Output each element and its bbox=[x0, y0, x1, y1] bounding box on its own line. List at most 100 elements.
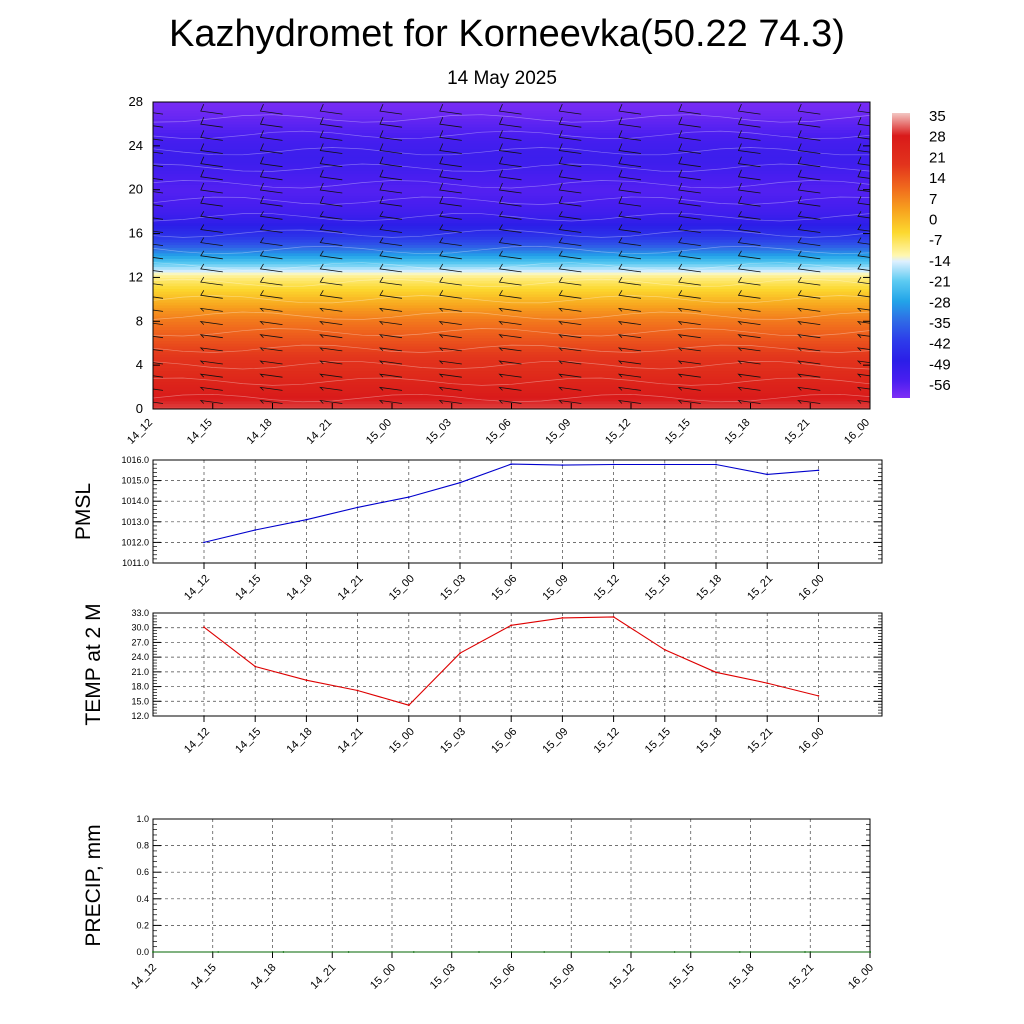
heatmap-ytick-label: 28 bbox=[129, 94, 143, 109]
wind-barb bbox=[153, 178, 164, 181]
wind-barb bbox=[678, 224, 701, 233]
wind-barb bbox=[618, 130, 642, 141]
wind-barb bbox=[259, 399, 283, 404]
wind-barb bbox=[200, 130, 223, 141]
wind-barb bbox=[319, 143, 343, 154]
wind-barb bbox=[737, 347, 761, 352]
heatmap-band bbox=[153, 252, 870, 257]
xtick-label: 15_18 bbox=[694, 573, 724, 603]
heatmap-band bbox=[153, 282, 870, 287]
heatmap-band bbox=[153, 197, 870, 202]
data-point bbox=[478, 951, 480, 953]
data-point bbox=[869, 951, 872, 953]
wind-barb bbox=[379, 250, 403, 260]
heatmap-band bbox=[153, 313, 870, 317]
wind-barb bbox=[379, 276, 403, 286]
data-point bbox=[254, 665, 257, 668]
data-point bbox=[561, 464, 564, 466]
ytick-label: 1013.0 bbox=[121, 517, 149, 527]
wind-barb bbox=[200, 196, 223, 207]
wind-barb bbox=[617, 334, 642, 339]
wind-barb bbox=[558, 250, 582, 260]
wind-barb bbox=[797, 334, 821, 339]
heatmap-ytick-label: 12 bbox=[129, 269, 143, 284]
heatmap-band bbox=[153, 370, 870, 374]
wind-barb bbox=[200, 156, 223, 168]
data-point bbox=[543, 951, 546, 953]
wind-barb bbox=[259, 334, 283, 339]
wind-barb bbox=[259, 360, 283, 365]
data-point bbox=[459, 652, 461, 655]
xtick-label: 15_00 bbox=[387, 573, 417, 603]
wind-barb bbox=[319, 399, 343, 404]
wind-barb bbox=[153, 375, 164, 378]
wind-barb bbox=[797, 130, 821, 141]
xtick-label: 15_03 bbox=[438, 573, 468, 603]
heatmap-band bbox=[153, 376, 870, 380]
data-point bbox=[510, 624, 513, 627]
wind-barb bbox=[153, 257, 164, 260]
xtick-label: 15_15 bbox=[667, 962, 697, 992]
xtick-label: 15_03 bbox=[428, 962, 458, 992]
wind-barb bbox=[200, 224, 223, 233]
heatmap-band bbox=[153, 181, 870, 185]
colorbar-label: -21 bbox=[929, 274, 951, 291]
wind-barb bbox=[617, 373, 642, 378]
wind-barb bbox=[797, 399, 821, 404]
wind-barb bbox=[153, 151, 164, 154]
heatmap-band bbox=[153, 165, 870, 169]
wind-barb bbox=[737, 360, 761, 365]
wind-barb bbox=[498, 373, 522, 378]
heatmap-xtick-label: 15_21 bbox=[782, 417, 812, 447]
wind-barb bbox=[153, 138, 164, 141]
colorbar: 35 28 21 14 7 0 -7 -14 -21 -28 -35 -42 -49 -56 bbox=[892, 108, 951, 398]
heatmap-xtick-label: 15_03 bbox=[424, 417, 454, 447]
wind-barb bbox=[797, 307, 821, 312]
wind-barb bbox=[199, 334, 223, 339]
wind-barb bbox=[319, 117, 343, 128]
data-point bbox=[663, 648, 666, 651]
data-point bbox=[673, 951, 676, 953]
wind-barb bbox=[200, 117, 223, 128]
wind-barb bbox=[153, 217, 164, 220]
xtick-label: 15_00 bbox=[368, 962, 398, 992]
heatmap-band bbox=[153, 217, 870, 221]
wind-barb bbox=[498, 334, 522, 339]
wind-barb bbox=[856, 386, 870, 391]
wind-barb bbox=[678, 211, 701, 220]
wind-barb bbox=[438, 307, 462, 312]
data-point bbox=[608, 951, 611, 953]
wind-barb bbox=[200, 250, 223, 260]
wind-barb bbox=[498, 347, 522, 352]
wind-barb bbox=[677, 347, 701, 352]
wind-barb bbox=[378, 347, 403, 352]
colorbar-label: 21 bbox=[929, 149, 946, 166]
ytick-label: 21.0 bbox=[131, 667, 149, 677]
wind-barb bbox=[737, 276, 761, 286]
data-point bbox=[407, 496, 410, 498]
wind-barb bbox=[319, 103, 343, 115]
isoline bbox=[153, 229, 870, 238]
wind-barb bbox=[856, 373, 870, 378]
heatmap-ytick-label: 24 bbox=[129, 138, 143, 153]
data-point bbox=[766, 473, 769, 476]
wind-barb bbox=[797, 373, 821, 378]
wind-barb bbox=[737, 143, 761, 154]
wind-barb bbox=[678, 117, 701, 128]
wind-barb bbox=[439, 143, 462, 154]
wind-barb bbox=[617, 321, 642, 325]
wind-barb bbox=[856, 347, 870, 352]
xtick-label: 15_12 bbox=[607, 962, 637, 992]
heatmap-band bbox=[153, 132, 870, 136]
ytick-label: 1012.0 bbox=[121, 537, 149, 547]
heatmap-band bbox=[153, 247, 870, 251]
xtick-label: 14_12 bbox=[182, 573, 212, 603]
data-point bbox=[738, 951, 741, 953]
wind-barb bbox=[199, 360, 223, 365]
heatmap-band bbox=[153, 285, 870, 289]
wind-barb bbox=[797, 360, 821, 365]
heatmap-band bbox=[153, 211, 870, 215]
chart-subtitle: 14 May 2025 bbox=[447, 68, 557, 89]
wind-barb bbox=[319, 182, 343, 194]
wind-barb bbox=[438, 334, 462, 339]
